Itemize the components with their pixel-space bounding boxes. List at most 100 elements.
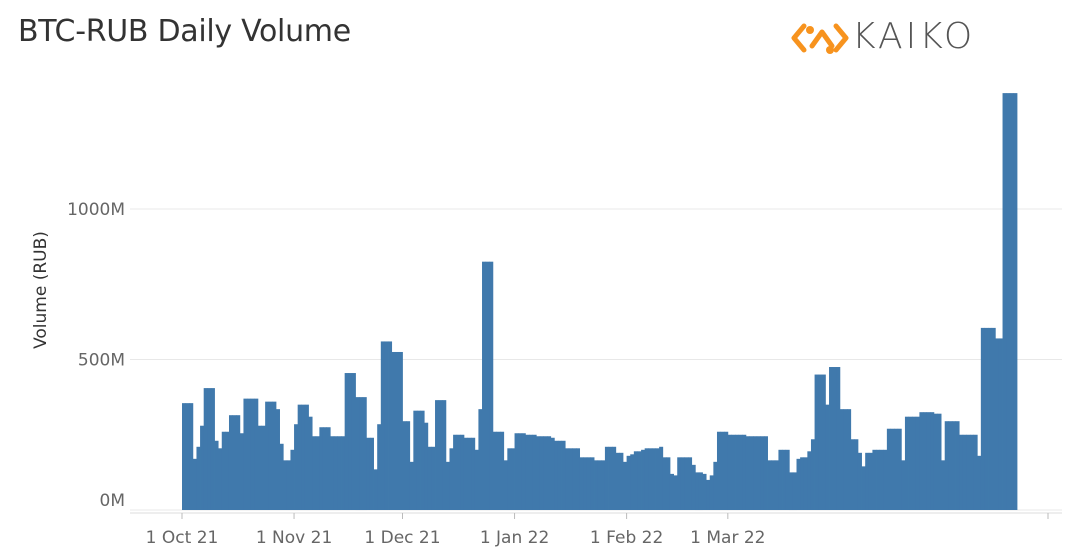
bar xyxy=(991,327,996,510)
bar xyxy=(388,341,393,510)
bar xyxy=(384,341,389,510)
bar xyxy=(536,436,541,510)
bar xyxy=(221,431,226,510)
bar xyxy=(207,388,212,510)
bar xyxy=(482,261,487,510)
bar xyxy=(966,434,971,510)
x-tick-label: 1 Mar 22 xyxy=(690,528,765,548)
bar xyxy=(919,412,924,510)
x-axis: 1 Oct 21 1 Nov 21 1 Dec 21 1 Jan 22 1 Feb 22… xyxy=(130,512,1062,548)
bar xyxy=(998,338,1003,510)
bar xyxy=(557,440,562,510)
kaiko-logo: KAIKO xyxy=(790,14,1010,64)
bar xyxy=(189,403,194,510)
bar xyxy=(594,460,599,510)
bar xyxy=(839,409,844,510)
bar xyxy=(988,327,993,510)
bar xyxy=(1002,93,1007,511)
bar xyxy=(427,446,432,510)
bar xyxy=(525,434,530,510)
bar xyxy=(615,452,620,510)
bar xyxy=(810,439,815,510)
bar xyxy=(315,436,320,510)
bar xyxy=(738,434,743,510)
bar xyxy=(623,461,628,510)
bar xyxy=(977,455,982,510)
bar xyxy=(409,461,414,510)
bar xyxy=(637,451,642,510)
bar xyxy=(398,351,403,510)
bar xyxy=(951,421,956,510)
bar xyxy=(800,457,805,510)
bar xyxy=(691,464,696,510)
bar xyxy=(854,439,859,510)
bar xyxy=(586,457,591,510)
bar xyxy=(413,410,418,510)
bar xyxy=(716,431,721,510)
bar xyxy=(1006,93,1011,511)
bar xyxy=(496,431,501,510)
bar xyxy=(225,431,230,510)
bar xyxy=(727,434,732,510)
bar xyxy=(500,431,505,510)
bar xyxy=(619,452,624,510)
bar xyxy=(344,373,349,510)
bar xyxy=(973,434,978,510)
bar xyxy=(532,434,537,510)
bar xyxy=(301,404,306,510)
bar xyxy=(366,437,371,510)
bar xyxy=(930,412,935,510)
bar xyxy=(550,437,555,510)
bar xyxy=(901,460,906,510)
bar xyxy=(518,433,523,510)
x-tick-label: 1 Oct 21 xyxy=(146,528,219,548)
bar xyxy=(760,436,765,510)
bar xyxy=(543,436,548,510)
bar xyxy=(254,398,259,510)
bar xyxy=(521,433,526,510)
y-axis-label: Volume (RUB) xyxy=(31,231,51,349)
bar xyxy=(279,443,284,510)
bar xyxy=(941,460,946,510)
bar xyxy=(644,448,649,510)
bar xyxy=(857,452,862,510)
bar xyxy=(825,404,830,510)
bar xyxy=(995,338,1000,510)
bar xyxy=(688,457,693,510)
bar xyxy=(359,397,364,511)
bar xyxy=(659,446,664,510)
bar xyxy=(944,421,949,510)
bar xyxy=(955,421,960,510)
bar xyxy=(984,327,989,510)
bar xyxy=(807,451,812,510)
bar xyxy=(655,448,660,510)
bar xyxy=(492,431,497,510)
bar xyxy=(673,475,678,510)
bar xyxy=(395,351,400,510)
bar xyxy=(948,421,953,510)
bar xyxy=(561,440,566,510)
x-tick-label: 1 Dec 21 xyxy=(364,528,440,548)
bar xyxy=(970,434,975,510)
bar xyxy=(868,452,873,510)
bar xyxy=(341,436,346,510)
bar xyxy=(449,448,454,510)
bar xyxy=(312,436,317,510)
bar xyxy=(669,473,674,510)
bar xyxy=(236,415,241,510)
bar xyxy=(698,472,703,511)
bar xyxy=(431,446,436,510)
y-tick-label: 0M xyxy=(100,491,125,511)
x-tick-label: 1 Feb 22 xyxy=(590,528,663,548)
bar xyxy=(351,373,356,510)
bar xyxy=(843,409,848,510)
bar xyxy=(626,455,631,510)
bar xyxy=(792,472,797,511)
bar xyxy=(228,415,233,510)
bar xyxy=(763,436,768,510)
kaiko-logo-text: KAIKO xyxy=(852,16,976,57)
bar xyxy=(886,428,891,510)
bar xyxy=(933,413,938,510)
bar xyxy=(648,448,653,510)
bar xyxy=(373,469,378,510)
